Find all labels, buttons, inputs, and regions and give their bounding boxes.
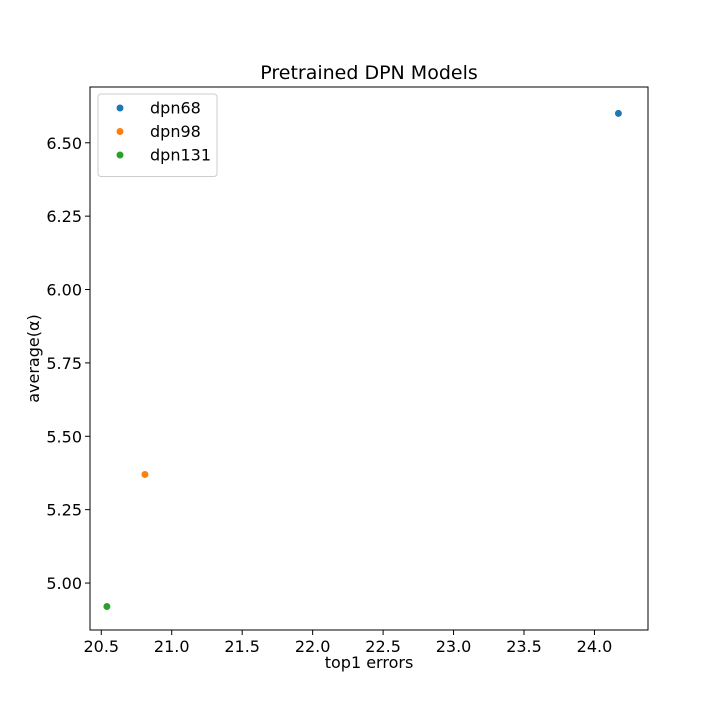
- y-axis-label: average(α): [24, 314, 43, 403]
- x-axis-label: top1 errors: [325, 653, 414, 672]
- legend-label-dpn68: dpn68: [150, 99, 201, 118]
- plot-area-frame: [89, 86, 649, 631]
- x-tick-label: 24.0: [577, 637, 613, 656]
- legend: dpn68 dpn98 dpn131: [97, 93, 218, 177]
- data-point-dpn68: [614, 109, 622, 117]
- data-point-dpn98: [141, 470, 149, 478]
- x-tick-label: 21.0: [154, 637, 190, 656]
- y-tick-label: 6.25: [46, 207, 82, 226]
- y-tick-label: 5.25: [46, 501, 82, 520]
- y-tick-label: 5.00: [46, 574, 82, 593]
- x-tick-label: 22.5: [365, 637, 401, 656]
- y-tick-label: 5.50: [46, 427, 82, 446]
- y-tick-label: 6.50: [46, 134, 82, 153]
- y-tick-label: 6.00: [46, 281, 82, 300]
- legend-marker-dpn131: [116, 151, 124, 159]
- legend-marker-dpn98: [116, 128, 124, 135]
- x-tick-label: 22.0: [295, 637, 331, 656]
- legend-box: [97, 93, 218, 177]
- data-point-dpn131: [103, 603, 111, 611]
- chart-title: Pretrained DPN Models: [260, 62, 478, 84]
- legend-label-dpn98: dpn98: [150, 122, 201, 141]
- x-tick-label: 20.5: [83, 637, 119, 656]
- x-tick-label: 23.0: [436, 637, 472, 656]
- legend-marker-dpn68: [116, 104, 124, 112]
- y-tick-label: 5.75: [46, 354, 82, 373]
- x-tick-label: 23.5: [506, 637, 542, 656]
- legend-label-dpn131: dpn131: [150, 146, 211, 165]
- x-tick-label: 21.5: [224, 637, 260, 656]
